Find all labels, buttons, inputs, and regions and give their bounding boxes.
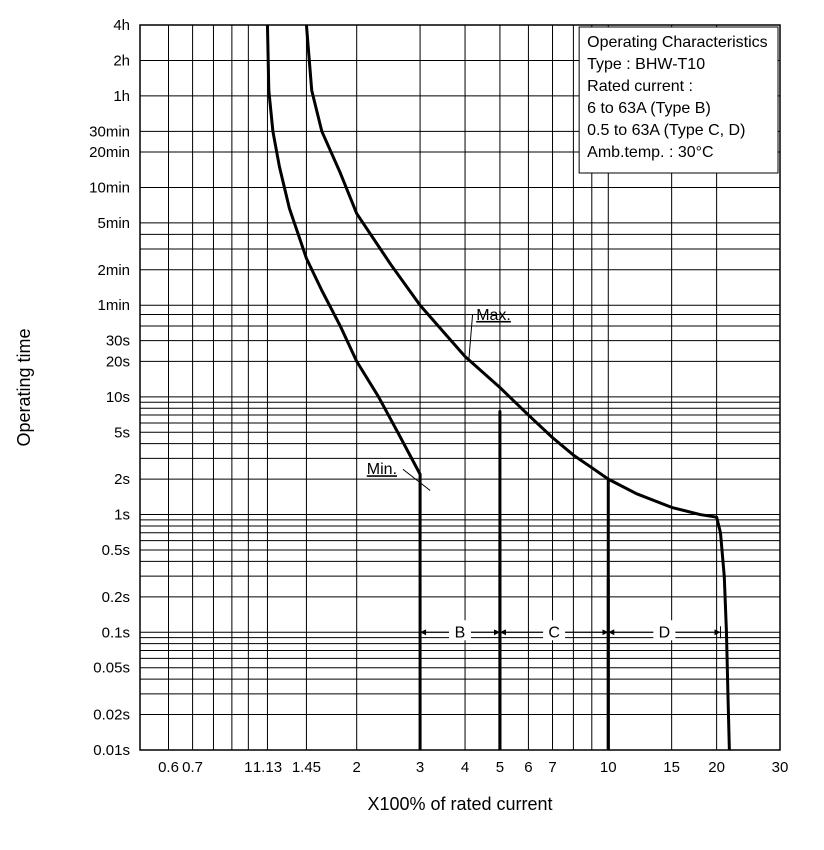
min-curve: [267, 25, 420, 750]
x-tick-label: 6: [524, 759, 532, 776]
x-tick-label: 2: [353, 759, 361, 776]
y-tick-label: 2h: [113, 52, 130, 69]
x-tick-label: 20: [708, 759, 725, 776]
y-tick-label: 0.05s: [93, 660, 130, 677]
range-label-D: D: [659, 624, 671, 641]
x-tick-label: 7: [548, 759, 556, 776]
x-tick-label: 5: [496, 759, 504, 776]
x-tick-label: 10: [600, 759, 617, 776]
x-tick-label: 0.7: [182, 759, 203, 776]
info-line: Rated current :: [587, 78, 693, 95]
info-line: 6 to 63A (Type B): [587, 100, 711, 117]
max-callout-leader: [469, 315, 473, 359]
y-tick-label: 1h: [113, 88, 130, 105]
max-callout-label: Max.: [476, 307, 511, 324]
y-tick-label: 2min: [97, 262, 130, 279]
info-box: Operating Characteristics Type : BHW-T10…: [579, 27, 778, 173]
y-tick-label: 0.02s: [93, 707, 130, 724]
info-line: Amb.temp. : 30°C: [587, 144, 713, 161]
x-tick-label: 3: [416, 759, 424, 776]
y-tick-label: 2s: [114, 471, 130, 488]
y-tick-label: 0.1s: [102, 624, 130, 641]
min-callout-leader: [403, 469, 430, 490]
y-tick-label: 10s: [106, 389, 130, 406]
y-tick-label: 30min: [89, 123, 130, 140]
x-tick-label: 1.13: [253, 759, 282, 776]
y-tick-label: 20s: [106, 353, 130, 370]
min-callout-label: Min.: [367, 461, 397, 478]
y-axis-label: Operating time: [14, 328, 34, 446]
y-tick-label: 0.2s: [102, 589, 130, 606]
x-tick-label: 15: [663, 759, 680, 776]
info-line: Type : BHW-T10: [587, 56, 705, 73]
range-label-C: C: [548, 624, 560, 641]
range-label-B: B: [455, 624, 466, 641]
x-tick-label: 0.6: [158, 759, 179, 776]
trip-curve-chart: 0.60.7 11.13 1.45 2 3 4 5 67 10 15 20 30 4h 2h 1h 30min…: [0, 0, 824, 850]
x-tick-label: 30: [772, 759, 789, 776]
x-tick-label: 4: [461, 759, 469, 776]
x-tick-label: 1.45: [292, 759, 321, 776]
x-axis-label: X100% of rated current: [367, 794, 552, 814]
y-tick-label: 20min: [89, 144, 130, 161]
y-tick-label: 10min: [89, 179, 130, 196]
y-tick-label: 30s: [106, 333, 130, 350]
y-tick-label: 4h: [113, 17, 130, 34]
info-line: 0.5 to 63A (Type C, D): [587, 122, 745, 139]
y-tick-label: 0.5s: [102, 542, 130, 559]
info-line: Operating Characteristics: [587, 34, 768, 51]
y-tick-label: 1s: [114, 507, 130, 524]
y-tick-label: 5min: [97, 215, 130, 232]
x-tick-label: 1: [244, 759, 252, 776]
y-tick-label: 1min: [97, 297, 130, 314]
y-tick-label: 0.01s: [93, 742, 130, 759]
y-tick-label: 5s: [114, 424, 130, 441]
